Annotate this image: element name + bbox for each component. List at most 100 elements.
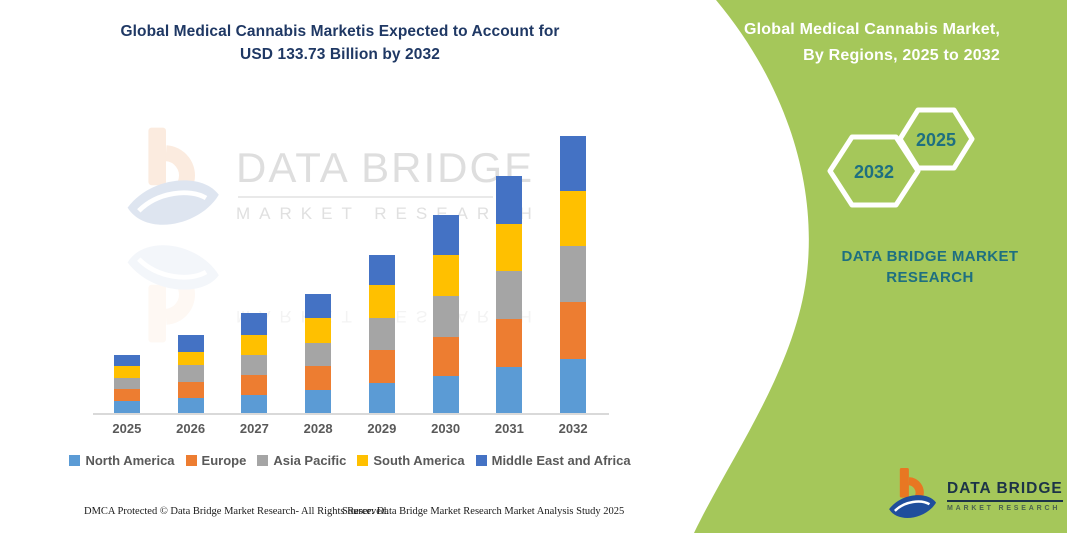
hexagon-2025-label: 2025 (916, 130, 956, 150)
bar-segment-2032-asia-pacific (560, 246, 587, 303)
bar-segment-2028-europe (305, 366, 332, 390)
bar-segment-2030-asia-pacific (432, 295, 459, 337)
bar-segment-2031-middle-east-and-africa (496, 175, 523, 224)
x-tick-label-2025: 2025 (112, 421, 142, 436)
legend-item-asia-pacific: Asia Pacific (257, 453, 346, 468)
bar-segment-2028-asia-pacific (305, 342, 332, 367)
panel-brand-line2: RESEARCH (886, 269, 974, 286)
chart-title: Global Medical Cannabis Marketis Expecte… (30, 20, 650, 66)
bar-segment-2026-europe (177, 382, 204, 398)
bar-segment-2030-middle-east-and-africa (432, 215, 459, 255)
bar-segment-2026-north-america (177, 398, 204, 414)
bar-stack-2028 (305, 293, 332, 414)
bar-segment-2028-south-america (305, 318, 332, 343)
bar-segment-2032-south-america (560, 191, 587, 247)
bar-stack-2026 (177, 334, 204, 414)
footer-copyright: DMCA Protected © Data Bridge Market Rese… (84, 506, 389, 517)
panel-brand: DATA BRIDGE MARKET RESEARCH (800, 246, 1060, 288)
bar-segment-2032-north-america (560, 358, 587, 414)
hexagon-2025 (897, 107, 975, 171)
bar-segment-2025-asia-pacific (113, 378, 140, 390)
bar-stack-2030 (432, 215, 459, 414)
bar-group-2031 (478, 118, 542, 414)
dbmr-logo: DATA BRIDGE MARKET RESEARCH (888, 468, 1063, 524)
bar-group-2026 (159, 118, 223, 414)
bar-segment-2027-asia-pacific (241, 354, 268, 375)
bar-group-2027 (223, 118, 287, 414)
bar-stack-2025 (113, 354, 140, 414)
stacked-bar-plot (95, 118, 605, 414)
legend-swatch-icon (475, 455, 487, 466)
x-tick-label-2027: 2027 (239, 421, 269, 436)
bar-segment-2025-europe (113, 389, 140, 402)
x-tick-label-2026: 2026 (176, 421, 206, 436)
year-hexagons: 2032 2025 (827, 107, 975, 208)
bar-segment-2029-south-america (368, 285, 395, 319)
bar-segment-2026-middle-east-and-africa (177, 334, 204, 352)
bar-group-2025 (95, 118, 159, 414)
chart-legend: North America Europe Asia Pacific South Ame… (55, 453, 645, 468)
x-tick-label-2028: 2028 (303, 421, 333, 436)
legend-label: South America (373, 453, 465, 468)
legend-item-europe: Europe (185, 453, 247, 468)
bar-segment-2025-middle-east-and-africa (113, 354, 140, 367)
bar-segment-2029-asia-pacific (368, 318, 395, 350)
dbmr-logo-name: DATA BRIDGE (947, 480, 1063, 502)
legend-label: North America (85, 453, 175, 468)
hexagon-2032 (827, 134, 921, 208)
footer-source: Source: Data Bridge Market Research Mark… (342, 506, 625, 517)
x-tick-label-2029: 2029 (367, 421, 397, 436)
bar-segment-2028-north-america (305, 389, 332, 414)
panel-heading: Global Medical Cannabis Market, By Regio… (670, 17, 1000, 69)
panel-brand-line1: DATA BRIDGE MARKET (841, 248, 1019, 265)
bar-segment-2030-north-america (432, 376, 459, 414)
bar-segment-2027-europe (241, 374, 268, 395)
legend-swatch-icon (257, 455, 269, 466)
bar-stack-2032 (560, 135, 587, 414)
chart-title-line1: Global Medical Cannabis Marketis Expecte… (120, 23, 560, 40)
bar-segment-2031-south-america (496, 223, 523, 272)
bar-segment-2032-europe (560, 302, 587, 359)
bar-segment-2026-south-america (177, 351, 204, 366)
bar-segment-2026-asia-pacific (177, 365, 204, 382)
legend-swatch-icon (357, 455, 369, 466)
hexagon-2032-label: 2032 (854, 162, 894, 182)
x-axis-line (93, 413, 609, 415)
bar-segment-2030-europe (432, 336, 459, 377)
x-tick-label-2031: 2031 (494, 421, 524, 436)
bar-segment-2031-europe (496, 319, 523, 367)
bar-stack-2031 (496, 175, 523, 414)
bar-group-2032 (541, 118, 605, 414)
bar-segment-2031-north-america (496, 367, 523, 414)
x-tick-label-2032: 2032 (558, 421, 588, 436)
bar-segment-2027-middle-east-and-africa (241, 313, 268, 335)
legend-label: Asia Pacific (273, 453, 347, 468)
bar-group-2028 (286, 118, 350, 414)
dbmr-logo-tagline: MARKET RESEARCH (947, 505, 1061, 512)
legend-swatch-icon (185, 455, 197, 466)
bar-segment-2031-asia-pacific (496, 271, 523, 319)
legend-item-south-america: South America (357, 453, 465, 468)
legend-item-middle-east-and-africa: Middle East and Africa (475, 453, 631, 468)
dbmr-logo-icon (888, 468, 938, 524)
chart-title-line2: USD 133.73 Billion by 2032 (240, 46, 440, 63)
panel-heading-line1: Global Medical Cannabis Market, (743, 21, 1000, 38)
legend-label: Europe (201, 453, 247, 468)
bar-segment-2027-south-america (241, 334, 268, 355)
bar-segment-2030-south-america (432, 254, 459, 296)
bar-group-2030 (414, 118, 478, 414)
bar-stack-2029 (368, 255, 395, 414)
panel-heading-line2: By Regions, 2025 to 2032 (803, 47, 1000, 64)
bar-segment-2025-north-america (113, 401, 140, 414)
x-tick-label-2030: 2030 (431, 421, 461, 436)
bar-segment-2027-north-america (241, 394, 268, 414)
bar-segment-2029-middle-east-and-africa (368, 255, 395, 286)
bar-segment-2029-europe (368, 349, 395, 383)
legend-label: Middle East and Africa (491, 453, 631, 468)
bar-segment-2025-south-america (113, 366, 140, 379)
x-axis-labels: 2025 2026 2027 2028 2029 2030 2031 2032 (95, 421, 605, 436)
legend-swatch-icon (69, 455, 81, 466)
bar-stack-2027 (241, 313, 268, 414)
